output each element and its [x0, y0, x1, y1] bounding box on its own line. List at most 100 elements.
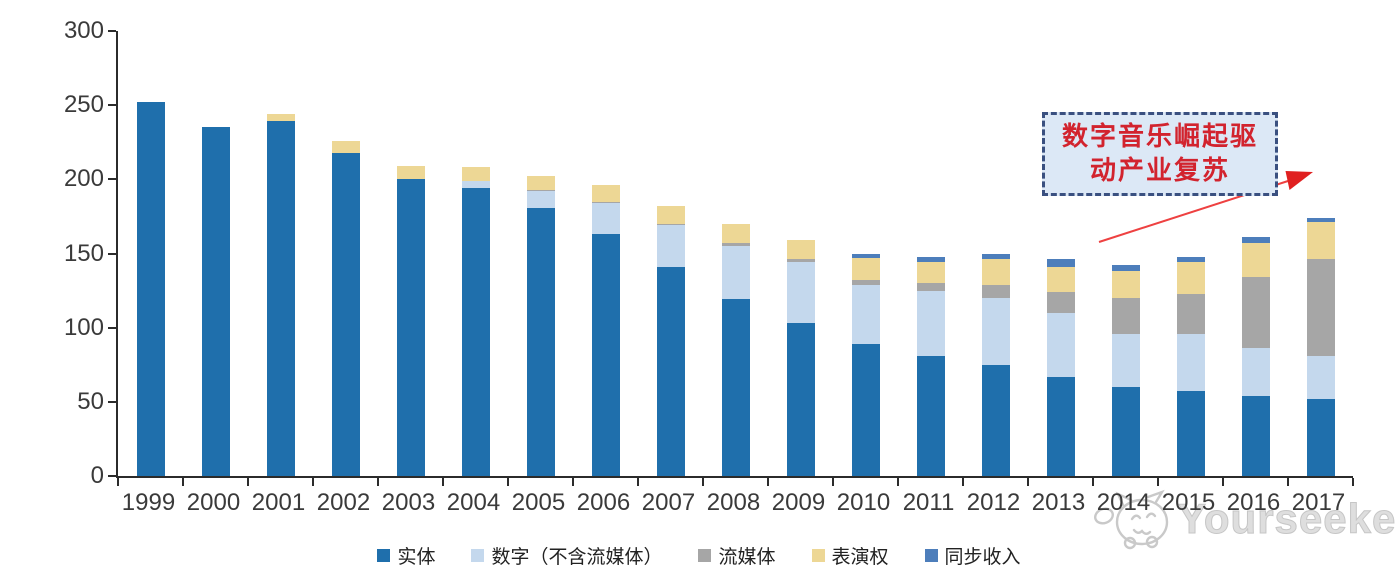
x-axis-tick	[767, 478, 769, 486]
x-axis-tick	[1027, 478, 1029, 486]
x-axis-tick	[442, 478, 444, 486]
bar-segment-实体	[656, 266, 685, 476]
bar-segment-同步收入	[851, 253, 880, 258]
bar-segment-实体	[721, 299, 750, 476]
bar-segment-表演权	[981, 259, 1010, 285]
x-axis-label-2009: 2009	[771, 489, 826, 516]
x-axis-label-2015: 2015	[1161, 489, 1216, 516]
bar-2008	[721, 223, 750, 476]
bar-segment-实体	[396, 179, 425, 476]
annotation-text-line1: 数字音乐崛起驱	[1061, 122, 1258, 152]
bar-segment-表演权	[851, 257, 880, 281]
x-axis-label-2017: 2017	[1291, 489, 1346, 516]
bar-segment-同步收入	[916, 256, 945, 263]
bar-segment-表演权	[1046, 266, 1075, 293]
bar-segment-数字（不含流媒体）	[981, 298, 1010, 365]
bar-segment-实体	[1241, 395, 1270, 476]
bar-2004	[461, 167, 490, 476]
bar-2012	[981, 253, 1010, 476]
bar-segment-流媒体	[981, 284, 1010, 298]
x-axis-label-2013: 2013	[1031, 489, 1086, 516]
watermark-text: Yourseeker	[1178, 495, 1398, 543]
bar-2014	[1111, 265, 1140, 476]
bar-segment-同步收入	[981, 253, 1010, 260]
bar-segment-流媒体	[591, 201, 620, 204]
legend-label: 同步收入	[944, 546, 1021, 568]
y-axis-label: 300	[63, 17, 104, 44]
x-axis-tick	[247, 478, 249, 486]
bar-segment-流媒体	[916, 283, 945, 291]
bar-segment-表演权	[1241, 243, 1270, 278]
watermark: Yourseeker	[1090, 488, 1398, 550]
bar-segment-数字（不含流媒体）	[786, 262, 815, 324]
bar-segment-表演权	[526, 176, 555, 190]
y-axis-tick	[108, 252, 116, 255]
y-axis-label: 100	[63, 313, 104, 341]
x-axis-label-2005: 2005	[511, 489, 566, 516]
bar-segment-数字（不含流媒体）	[461, 180, 490, 189]
legend-label: 数字（不含流媒体）	[491, 546, 663, 568]
y-axis-tick	[108, 104, 116, 107]
bar-segment-实体	[916, 355, 945, 476]
bar-segment-实体	[591, 234, 620, 476]
x-axis-tick	[1352, 478, 1354, 486]
x-axis-tick	[1157, 478, 1159, 486]
legend-label: 表演权	[831, 546, 889, 568]
bar-segment-数字（不含流媒体）	[591, 203, 620, 235]
legend-item-表演权: 表演权	[811, 542, 889, 569]
y-axis-tick	[108, 178, 116, 181]
bar-segment-实体	[201, 127, 230, 476]
x-axis-tick	[117, 478, 119, 486]
bar-segment-同步收入	[1176, 256, 1205, 263]
x-axis-label-2004: 2004	[446, 489, 501, 516]
bar-segment-实体	[266, 121, 295, 476]
x-axis-tick	[1222, 478, 1224, 486]
bar-2011	[916, 256, 945, 476]
bar-segment-数字（不含流媒体）	[721, 246, 750, 300]
bar-segment-流媒体	[1306, 259, 1335, 356]
x-axis-label-2006: 2006	[576, 489, 631, 516]
x-axis-label-2012: 2012	[966, 489, 1021, 516]
x-axis-tick	[832, 478, 834, 486]
bar-segment-流媒体	[656, 223, 685, 226]
bar-segment-表演权	[1111, 271, 1140, 299]
x-axis-label-2000: 2000	[186, 489, 241, 516]
plot-area	[108, 30, 1354, 486]
bar-2009	[786, 240, 815, 476]
bar-segment-数字（不含流媒体）	[851, 284, 880, 344]
bar-segment-表演权	[786, 240, 815, 260]
x-axis-label-1999: 1999	[121, 489, 176, 516]
bar-segment-流媒体	[786, 259, 815, 263]
y-axis-tick	[108, 475, 116, 477]
bar-segment-数字（不含流媒体）	[1306, 355, 1335, 399]
legend-label: 流媒体	[718, 546, 776, 568]
bar-2000	[201, 127, 230, 476]
bar-segment-流媒体	[721, 243, 750, 247]
bar-segment-实体	[981, 364, 1010, 476]
bar-segment-实体	[526, 207, 555, 476]
x-axis-tick	[507, 478, 509, 486]
bar-segment-表演权	[461, 167, 490, 181]
bar-segment-同步收入	[1111, 265, 1140, 272]
legend-item-实体: 实体	[377, 542, 435, 569]
y-axis-tick	[108, 30, 116, 32]
bar-segment-实体	[786, 323, 815, 476]
bar-segment-实体	[1176, 391, 1205, 476]
x-axis-label-2008: 2008	[706, 489, 761, 516]
legend-item-数字（不含流媒体）: 数字（不含流媒体）	[471, 542, 662, 569]
bar-segment-数字（不含流媒体）	[916, 290, 945, 356]
bar-segment-流媒体	[1046, 292, 1075, 313]
x-axis-label-2001: 2001	[251, 489, 306, 516]
bar-2005	[526, 176, 555, 476]
x-axis-label-2014: 2014	[1096, 489, 1151, 516]
bar-2015	[1176, 256, 1205, 476]
x-axis-tick	[897, 478, 899, 486]
bar-segment-实体	[851, 343, 880, 476]
bar-segment-流媒体	[526, 189, 555, 192]
bar-segment-同步收入	[1046, 259, 1075, 267]
bar-segment-表演权	[656, 206, 685, 224]
legend: 实体 数字（不含流媒体） 流媒体 表演权 同步收入	[0, 542, 1398, 569]
x-axis-tick	[572, 478, 574, 486]
bar-segment-数字（不含流媒体）	[656, 225, 685, 267]
bar-segment-表演权	[1306, 222, 1335, 260]
